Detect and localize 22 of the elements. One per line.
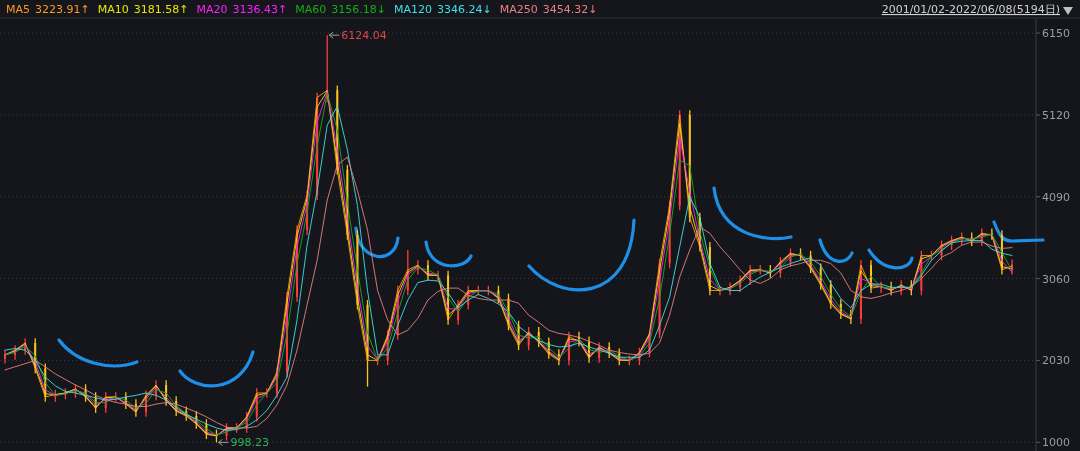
text: 3181.58↑ xyxy=(133,3,189,16)
text: 3454.32↓ xyxy=(542,3,598,16)
y-tick-label: 6150 xyxy=(1042,27,1070,41)
text: MA5 xyxy=(6,3,31,16)
y-tick-label: 5120 xyxy=(1042,108,1070,122)
y-tick-label: 2030 xyxy=(1042,354,1070,368)
text: 3346.24↓ xyxy=(436,3,492,16)
y-tick-label: 1000 xyxy=(1042,436,1070,450)
chart-subtitle: 2001/01/02-2022/06/08(5194日) xyxy=(881,3,1060,16)
text: 3156.18↓ xyxy=(331,3,386,16)
text: MA10 xyxy=(97,3,129,16)
y-tick-label: 3060 xyxy=(1042,272,1070,286)
y-tick-label: 4090 xyxy=(1042,190,1070,204)
annotation: 998.23 xyxy=(230,436,269,450)
annotation: 6124.04 xyxy=(341,29,387,43)
text: MA20 xyxy=(196,3,228,16)
text: MA60 xyxy=(295,3,327,16)
text: MA250 xyxy=(499,3,538,16)
text: 3136.43↑ xyxy=(232,3,288,16)
text: MA120 xyxy=(393,3,432,16)
text: 3223.91↑ xyxy=(35,3,90,16)
candlestick xyxy=(4,349,6,365)
